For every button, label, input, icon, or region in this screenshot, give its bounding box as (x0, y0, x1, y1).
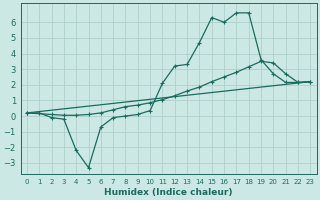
X-axis label: Humidex (Indice chaleur): Humidex (Indice chaleur) (104, 188, 233, 197)
